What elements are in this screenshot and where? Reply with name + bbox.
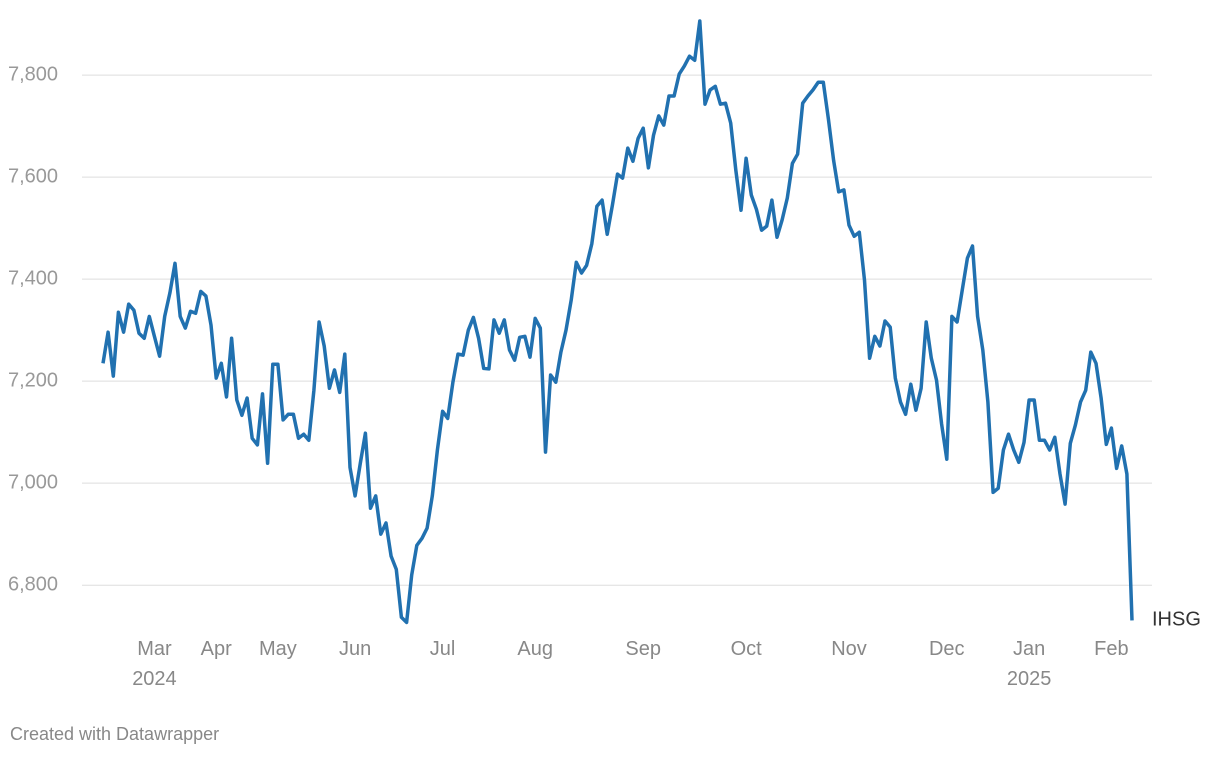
x-tick-label: Feb xyxy=(1094,638,1129,660)
x-tick-label: Jan 2025 xyxy=(1006,638,1052,690)
credit: Created with Datawrapper xyxy=(10,724,220,744)
x-tick-label: Dec xyxy=(928,638,965,660)
line xyxy=(101,19,1134,625)
y-tick-label: 7,800 xyxy=(8,63,58,85)
x-tick-label: Apr xyxy=(200,638,232,660)
x-tick-label: Nov xyxy=(831,638,867,660)
x-tick-label: Jul xyxy=(429,638,456,660)
y-tick-label: 6,800 xyxy=(8,573,58,595)
x-tick-label: Jun xyxy=(338,638,372,660)
x-tick-label: Aug xyxy=(517,638,553,660)
y-tick-label: 7,600 xyxy=(8,165,58,187)
x-tick-label: Sep xyxy=(625,638,662,660)
y-tick-label: 7,400 xyxy=(8,267,58,289)
x-tick-label: May xyxy=(259,638,297,660)
y-tick-label: 7,000 xyxy=(8,471,58,493)
series-label: IHSG xyxy=(1152,609,1201,631)
x-tick-label: Oct xyxy=(730,638,762,660)
x-tick-label: Mar 2024 xyxy=(132,638,177,690)
y-tick-label: 7,200 xyxy=(8,369,58,391)
